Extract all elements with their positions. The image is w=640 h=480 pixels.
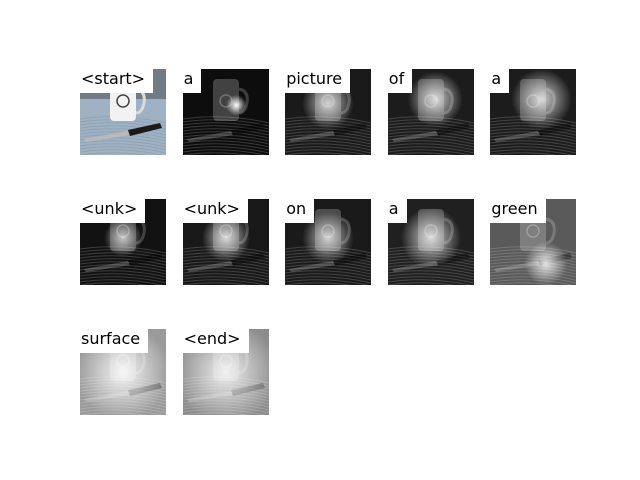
attention-cell: surface [80, 329, 166, 415]
caption-word: surface [80, 329, 149, 353]
attention-cell: picture [285, 69, 372, 155]
attention-cell: <unk> [80, 199, 166, 285]
caption-word: <end> [182, 329, 249, 353]
caption-word: on [285, 199, 315, 223]
attention-cell: a [490, 69, 577, 155]
attention-cell: green [490, 199, 577, 285]
attention-cell: on [285, 199, 372, 285]
attention-cell: <unk> [182, 199, 269, 285]
caption-word: picture [285, 69, 351, 93]
attention-cell: <end> [182, 329, 269, 415]
attention-cell: of [387, 69, 474, 155]
caption-word: of [387, 69, 413, 93]
caption-word: <start> [80, 69, 154, 93]
caption-word: green [490, 199, 546, 223]
attention-map-image [490, 69, 577, 155]
caption-word: a [387, 199, 407, 223]
attention-cell: a [182, 69, 269, 155]
caption-word: a [182, 69, 202, 93]
attention-cell: <start> [80, 69, 166, 155]
caption-word: <unk> [182, 199, 248, 223]
caption-word: <unk> [80, 199, 146, 223]
photo-knife [84, 123, 162, 142]
attention-cell: a [387, 199, 474, 285]
caption-word: a [490, 69, 510, 93]
